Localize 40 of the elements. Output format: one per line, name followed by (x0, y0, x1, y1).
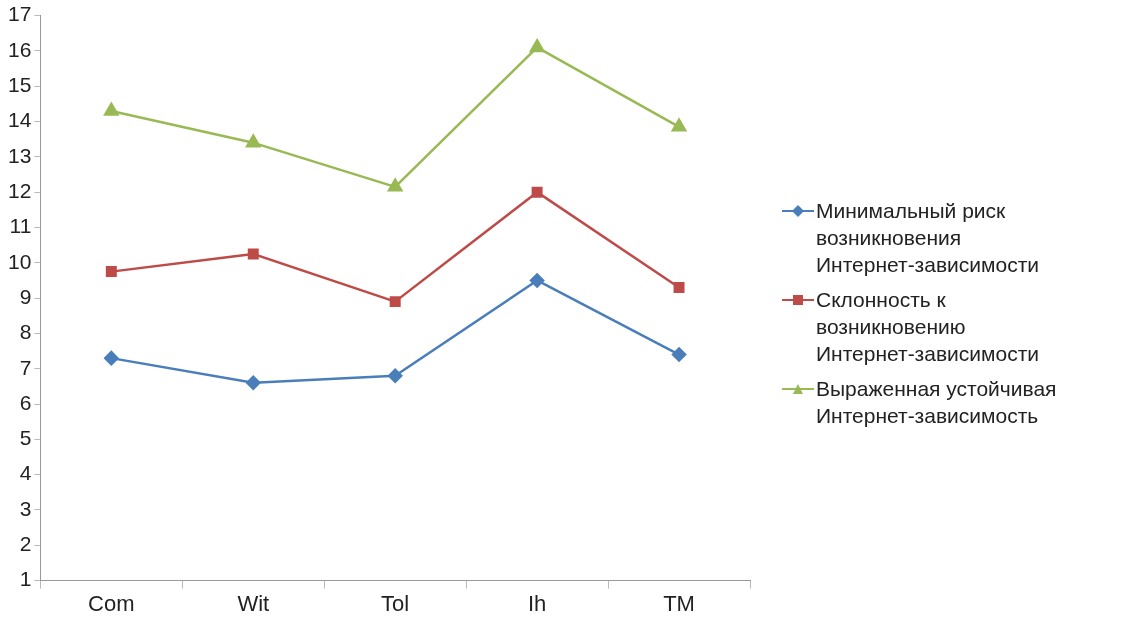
point (531, 186, 543, 198)
y-tick-label: 17 (8, 2, 32, 26)
point (673, 282, 685, 293)
point (247, 248, 259, 260)
y-tick-label: 10 (8, 249, 32, 273)
point (104, 102, 119, 116)
legend-label: Склонность к возникновению Интернет-зависимости (816, 288, 1040, 365)
x-tick-label: TM (663, 590, 695, 616)
y-tick-label: 9 (19, 284, 32, 308)
point (245, 134, 261, 148)
point (389, 296, 401, 308)
point (387, 178, 403, 192)
legend-label: Выраженная устойчивая Интернет-зависимость (816, 377, 1057, 427)
y-tick-label: 8 (19, 320, 32, 344)
y-tick-label: 2 (19, 532, 32, 556)
y-tick-label: 6 (19, 390, 32, 414)
y-tick-label: 1 (19, 567, 32, 591)
point (671, 347, 687, 362)
y-tick-label: 3 (19, 496, 32, 520)
legend-label: Минимальный риск возникновения Интернет-зависимости (816, 199, 1040, 276)
x-tick-label: Com (88, 590, 135, 616)
y-tick-label: 7 (19, 355, 32, 379)
point (529, 39, 545, 53)
point (529, 273, 545, 288)
point (671, 118, 687, 132)
y-tick-label: 4 (19, 461, 32, 485)
y-tick-label: 13 (8, 143, 32, 167)
point (105, 266, 117, 278)
x-tick-label: Ih (527, 590, 547, 616)
y-tick-label: 11 (9, 214, 32, 238)
y-tick-label: 12 (8, 178, 32, 202)
y-tick-label: 5 (19, 426, 32, 450)
point (387, 368, 403, 384)
x-tick-label: Tol (381, 590, 410, 616)
y-tick-label: 14 (8, 108, 32, 132)
y-tick-label: 15 (8, 73, 32, 97)
point (104, 350, 119, 366)
x-tick-label: Wit (237, 590, 270, 616)
point (246, 375, 261, 391)
y-tick-label: 16 (8, 37, 32, 61)
